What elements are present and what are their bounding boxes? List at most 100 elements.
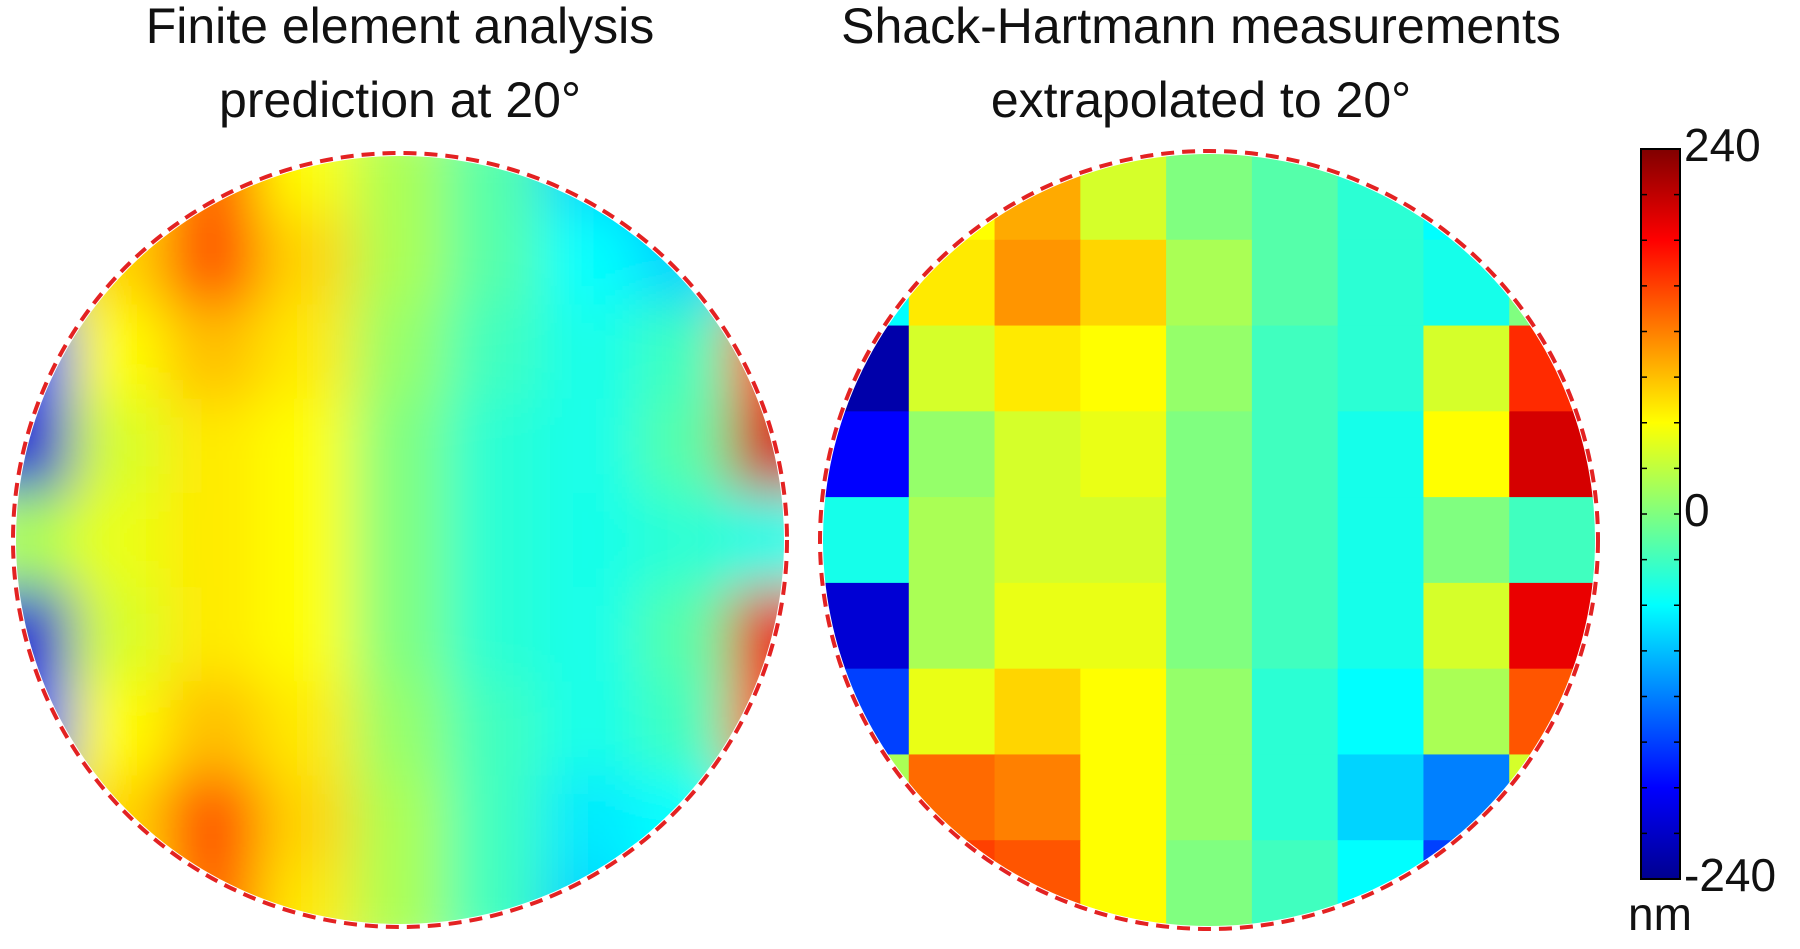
- heat-cell: [635, 304, 731, 400]
- heat-cell: [70, 398, 166, 494]
- panel-title: extrapolated to 20°: [991, 72, 1411, 128]
- heat-cell: [994, 239, 1081, 327]
- heat-cell: [908, 497, 996, 584]
- heat-cell: [541, 210, 637, 306]
- colorbar-tick-label: 240: [1684, 119, 1761, 171]
- heat-cell: [352, 681, 448, 777]
- heat-cell: [823, 840, 910, 926]
- heat-cell: [164, 681, 260, 777]
- heat-cell: [729, 775, 784, 871]
- heat-cell: [1251, 239, 1339, 327]
- heat-cell: [908, 325, 996, 412]
- heat-cell: [1423, 582, 1510, 670]
- heat-cell: [1423, 497, 1510, 584]
- heat-cell: [541, 156, 637, 211]
- heat-cell: [447, 869, 542, 924]
- heat-cell: [70, 304, 166, 400]
- heat-cell: [1080, 154, 1167, 241]
- heat-cell: [164, 869, 260, 924]
- heat-cell: [994, 497, 1081, 584]
- heat-cell: [1251, 325, 1339, 412]
- heat-cell: [541, 587, 637, 682]
- heat-cell: [164, 304, 260, 400]
- heat-cell: [635, 492, 731, 588]
- heat-cell: [70, 869, 166, 924]
- heat-cell: [1423, 154, 1510, 241]
- heat-cell: [823, 754, 910, 841]
- heat-cell: [541, 775, 637, 871]
- heat-cell: [258, 681, 354, 777]
- heat-cell: [164, 210, 260, 306]
- heat-cell: [16, 869, 71, 924]
- heat-cell: [1080, 239, 1167, 327]
- heat-cell: [729, 869, 784, 924]
- heat-cell: [635, 587, 731, 682]
- heat-cell: [258, 398, 354, 494]
- heat-cell: [635, 210, 731, 306]
- heat-cell: [1509, 668, 1595, 756]
- heat-cell: [994, 325, 1081, 412]
- heat-cell: [541, 398, 637, 494]
- heat-cell: [352, 304, 448, 400]
- heat-cell: [1509, 411, 1595, 498]
- heat-cell: [70, 681, 166, 777]
- heat-cell: [1337, 325, 1425, 412]
- heat-cell: [994, 668, 1081, 756]
- heat-cell: [70, 775, 166, 871]
- heat-cell: [541, 869, 637, 924]
- heat-cell: [1080, 497, 1167, 584]
- heat-cell: [1509, 754, 1595, 841]
- heat-cell: [16, 587, 71, 682]
- heat-cell: [16, 775, 71, 871]
- heat-cell: [1509, 239, 1595, 327]
- heat-cell: [1251, 754, 1339, 841]
- heat-cell: [1166, 411, 1253, 498]
- heat-cell: [823, 154, 910, 241]
- heat-cell: [729, 210, 784, 306]
- heat-cell: [1337, 411, 1425, 498]
- heat-cell: [258, 210, 354, 306]
- heat-cell: [823, 668, 910, 756]
- panel-outline: [818, 149, 1600, 931]
- heat-cell: [164, 587, 260, 682]
- heat-cell: [908, 754, 996, 841]
- heat-cell: [447, 398, 542, 494]
- heat-cell: [729, 492, 784, 588]
- heat-cell: [1423, 411, 1510, 498]
- heat-cell: [447, 587, 542, 682]
- heat-cell: [352, 210, 448, 306]
- heat-cell: [908, 582, 996, 670]
- heat-cell: [70, 156, 166, 211]
- heat-cell: [164, 492, 260, 588]
- heat-cell: [1080, 840, 1167, 926]
- heat-cell: [1251, 497, 1339, 584]
- heat-cell: [258, 775, 354, 871]
- heat-cell: [1080, 582, 1167, 670]
- heat-cell: [1166, 239, 1253, 327]
- heat-cell: [908, 154, 996, 241]
- heat-cell: [258, 304, 354, 400]
- heat-cell: [729, 156, 784, 211]
- heat-cell: [1509, 497, 1595, 584]
- heat-cell: [823, 497, 910, 584]
- heat-cell: [1337, 239, 1425, 327]
- heat-cell: [352, 775, 448, 871]
- heat-cell: [1337, 754, 1425, 841]
- heat-cell: [1423, 754, 1510, 841]
- heat-cell: [164, 775, 260, 871]
- heat-cell: [541, 304, 637, 400]
- heat-cell: [1509, 325, 1595, 412]
- heat-cell: [352, 587, 448, 682]
- heat-cell: [1509, 582, 1595, 670]
- heat-cell: [823, 239, 910, 327]
- heat-cell: [1080, 754, 1167, 841]
- heat-cell: [908, 840, 996, 926]
- heat-cell: [1166, 582, 1253, 670]
- heat-cell: [994, 754, 1081, 841]
- cells: [16, 156, 784, 924]
- colorbar-tick-label: 0: [1684, 484, 1710, 536]
- heat-cell: [352, 869, 448, 924]
- heat-cell: [1337, 582, 1425, 670]
- heat-cell: [16, 210, 71, 306]
